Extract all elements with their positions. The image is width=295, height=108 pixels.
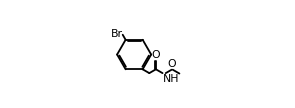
Text: O: O <box>168 59 176 69</box>
Text: Br: Br <box>111 29 122 39</box>
Text: O: O <box>151 50 160 60</box>
Text: NH: NH <box>163 74 179 84</box>
